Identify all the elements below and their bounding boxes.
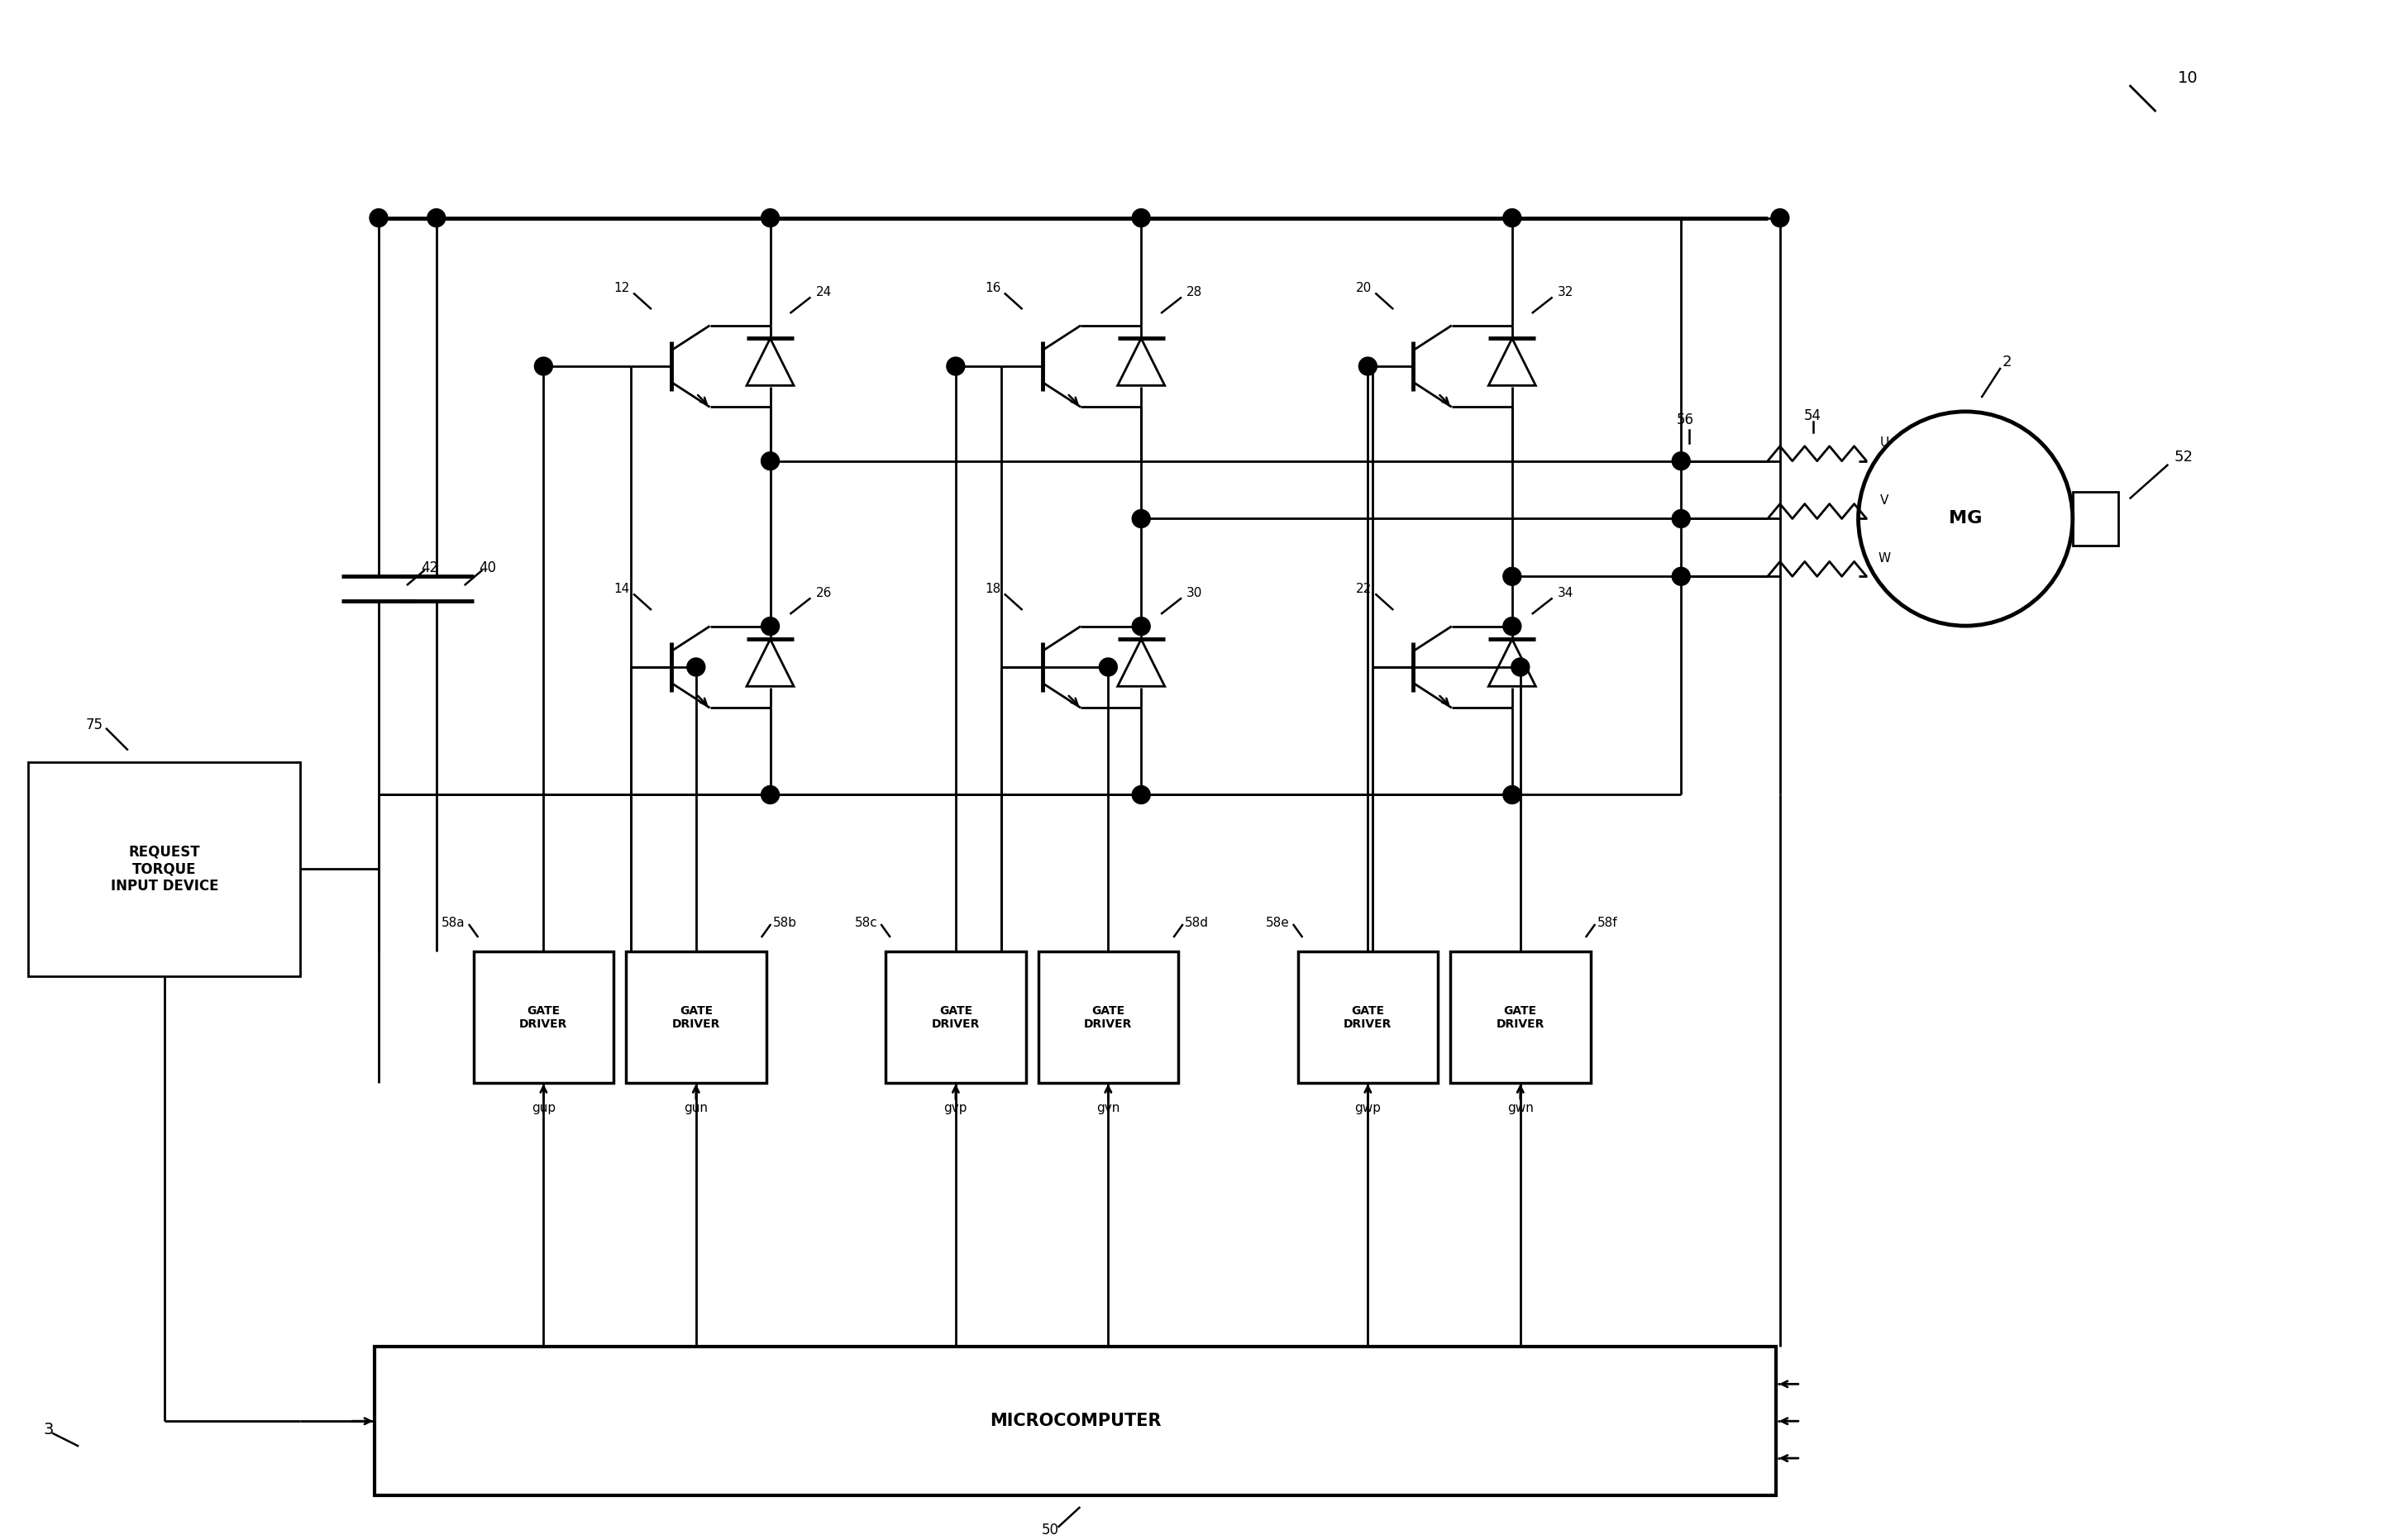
Circle shape [1098, 658, 1117, 676]
Text: U: U [1881, 437, 1891, 450]
Text: gwp: gwp [1353, 1101, 1382, 1113]
Circle shape [370, 209, 387, 226]
Text: W: W [1879, 551, 1891, 565]
Circle shape [1504, 567, 1521, 585]
Bar [473, 952, 613, 1083]
Text: GATE
DRIVER: GATE DRIVER [520, 1004, 568, 1030]
Bar [2072, 491, 2117, 545]
Text: 58f: 58f [1597, 916, 1618, 929]
Circle shape [1131, 510, 1151, 528]
Text: gvp: gvp [943, 1101, 967, 1113]
Circle shape [1771, 209, 1790, 226]
Text: 75: 75 [86, 718, 103, 732]
Text: GATE
DRIVER: GATE DRIVER [1084, 1004, 1131, 1030]
Circle shape [761, 618, 778, 636]
Text: GATE
DRIVER: GATE DRIVER [1344, 1004, 1392, 1030]
Text: GATE
DRIVER: GATE DRIVER [1497, 1004, 1544, 1030]
Text: 24: 24 [816, 286, 831, 299]
Bar [886, 952, 1026, 1083]
Text: 22: 22 [1356, 582, 1373, 594]
Circle shape [1504, 209, 1521, 226]
Circle shape [1504, 785, 1521, 804]
Circle shape [687, 658, 704, 676]
Text: MICROCOMPUTER: MICROCOMPUTER [991, 1412, 1160, 1429]
Text: 26: 26 [816, 587, 831, 599]
Circle shape [1131, 785, 1151, 804]
Text: gun: gun [685, 1101, 709, 1113]
Circle shape [1358, 357, 1377, 376]
Text: 32: 32 [1559, 286, 1573, 299]
Text: 54: 54 [1805, 408, 1821, 424]
Text: 14: 14 [613, 582, 630, 594]
Text: MG: MG [1948, 510, 1981, 527]
Text: 58e: 58e [1265, 916, 1289, 929]
Circle shape [1671, 451, 1690, 470]
Circle shape [1671, 567, 1690, 585]
Bar [1299, 952, 1437, 1083]
Text: 58c: 58c [855, 916, 878, 929]
Circle shape [1504, 618, 1521, 636]
Text: 28: 28 [1186, 286, 1203, 299]
Text: 58b: 58b [773, 916, 797, 929]
Text: 10: 10 [2177, 69, 2198, 86]
Circle shape [1131, 209, 1151, 226]
Bar [1038, 952, 1179, 1083]
Circle shape [535, 357, 554, 376]
Text: gvn: gvn [1096, 1101, 1120, 1113]
Bar [1451, 952, 1590, 1083]
Text: gup: gup [532, 1101, 556, 1113]
Text: 30: 30 [1186, 587, 1203, 599]
Text: 58d: 58d [1184, 916, 1208, 929]
Circle shape [948, 357, 964, 376]
Text: REQUEST
TORQUE
INPUT DEVICE: REQUEST TORQUE INPUT DEVICE [110, 844, 217, 893]
Bar [29, 762, 301, 976]
Circle shape [1511, 658, 1530, 676]
Text: 52: 52 [2175, 450, 2194, 465]
Bar [625, 952, 766, 1083]
Text: GATE
DRIVER: GATE DRIVER [671, 1004, 721, 1030]
Text: 20: 20 [1356, 282, 1373, 294]
Text: GATE
DRIVER: GATE DRIVER [931, 1004, 979, 1030]
Text: 42: 42 [420, 561, 439, 576]
Text: 2: 2 [2003, 354, 2012, 370]
Circle shape [761, 209, 778, 226]
Text: gwn: gwn [1506, 1101, 1532, 1113]
Circle shape [1671, 510, 1690, 528]
Text: 40: 40 [480, 561, 496, 576]
Text: 18: 18 [986, 582, 1000, 594]
Circle shape [1131, 618, 1151, 636]
Bar [375, 1348, 1776, 1495]
Text: 3: 3 [43, 1421, 55, 1437]
Text: 34: 34 [1559, 587, 1573, 599]
Text: 50: 50 [1041, 1523, 1060, 1537]
Text: 58a: 58a [442, 916, 465, 929]
Text: V: V [1881, 494, 1888, 507]
Text: 56: 56 [1676, 413, 1695, 427]
Text: 16: 16 [986, 282, 1000, 294]
Circle shape [761, 785, 778, 804]
Circle shape [427, 209, 446, 226]
Text: 12: 12 [613, 282, 630, 294]
Circle shape [761, 451, 778, 470]
